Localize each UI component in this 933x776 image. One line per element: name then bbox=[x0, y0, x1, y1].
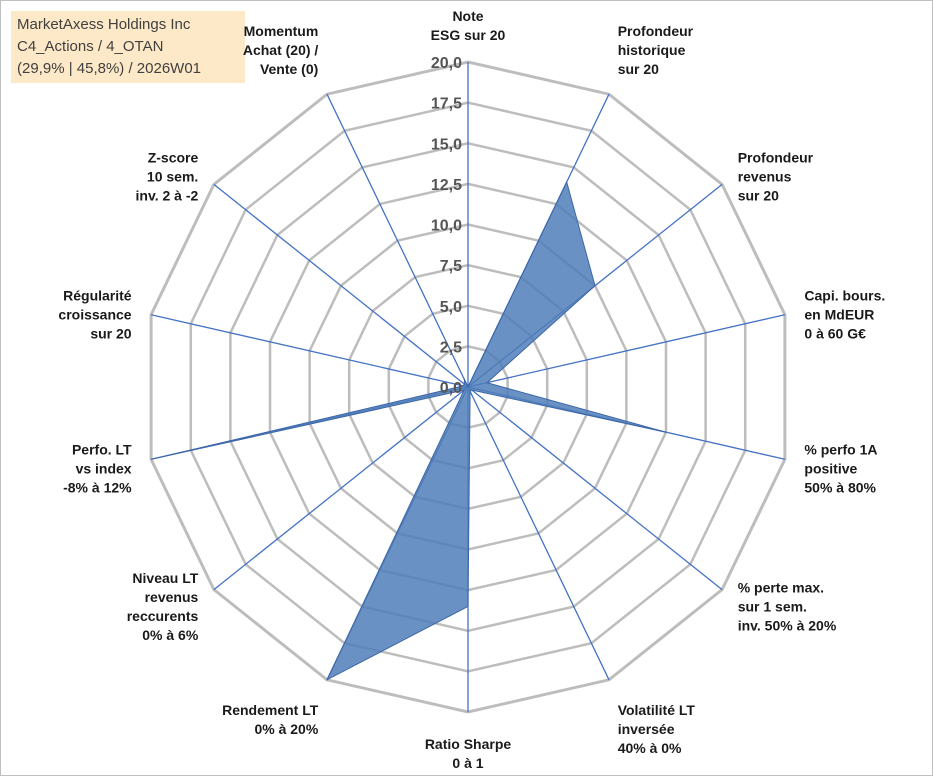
axis-label-line: 0% à 20% bbox=[254, 721, 318, 737]
axis-label-line: inversée bbox=[618, 721, 675, 737]
axis-label-line: Rendement LT bbox=[222, 702, 319, 718]
axis-label-line: 50% à 80% bbox=[804, 479, 876, 495]
spoke-13 bbox=[326, 93, 469, 388]
spoke-3 bbox=[467, 314, 786, 388]
axis-label-line: revenus bbox=[145, 589, 199, 605]
axis-label-line: Vente (0) bbox=[260, 61, 318, 77]
axis-label-line: 10 sem. bbox=[147, 168, 198, 184]
chart-title-box: MarketAxess Holdings Inc C4_Actions / 4_… bbox=[11, 11, 245, 83]
axis-label-line: 0% à 6% bbox=[142, 627, 199, 643]
axis-label-line: Capi. bours. bbox=[804, 288, 885, 304]
spoke-9 bbox=[213, 386, 469, 591]
axis-label-line: ESG sur 20 bbox=[431, 27, 506, 43]
company-name: MarketAxess Holdings Inc bbox=[17, 16, 191, 33]
axis-label-line: Note bbox=[452, 8, 483, 24]
axis-label-7: Ratio Sharpe 0 à 1 bbox=[425, 736, 512, 771]
axis-label-line: 40% à 0% bbox=[618, 740, 682, 756]
axis-label-0: Note ESG sur 20 bbox=[431, 8, 506, 43]
axis-label-line: Achat (20) / bbox=[243, 42, 319, 58]
spoke-11 bbox=[150, 314, 469, 388]
axis-label-line: vs index bbox=[76, 460, 132, 476]
axis-label-line: reccurents bbox=[127, 608, 199, 624]
axis-label-line: % perte max. bbox=[738, 580, 824, 596]
axis-label-line: Perfo. LT bbox=[72, 441, 132, 457]
axis-label-line: Régularité bbox=[63, 288, 132, 304]
axis-label-line: Profondeur bbox=[738, 149, 814, 165]
axis-label-3: Capi. bours. en MdEUR 0 à 60 G€ bbox=[804, 288, 885, 342]
tick-label-3: 7,5 bbox=[440, 258, 462, 275]
axis-label-line: inv. 2 à -2 bbox=[136, 187, 199, 203]
axis-label-line: croissance bbox=[58, 307, 131, 323]
axis-label-line: 0 à 60 G€ bbox=[804, 326, 866, 342]
axis-label-line: 0 à 1 bbox=[452, 755, 483, 771]
axis-label-line: historique bbox=[618, 42, 686, 58]
series-area-0 bbox=[150, 180, 667, 681]
tick-label-0: 0,0 bbox=[440, 380, 462, 397]
tick-label-6: 15,0 bbox=[431, 136, 462, 153]
spoke-5 bbox=[467, 386, 723, 591]
tick-label-8: 20,0 bbox=[431, 55, 462, 72]
axis-label-2: Profondeur revenus sur 20 bbox=[738, 149, 814, 203]
axis-label-line: Ratio Sharpe bbox=[425, 736, 512, 752]
axis-label-line: -8% à 12% bbox=[63, 479, 132, 495]
axis-label-11: Régularité croissance sur 20 bbox=[58, 288, 131, 342]
axis-label-line: Profondeur bbox=[618, 23, 694, 39]
axis-label-4: % perfo 1A positive 50% à 80% bbox=[804, 441, 877, 495]
tick-label-4: 10,0 bbox=[431, 218, 462, 235]
axis-label-line: sur 20 bbox=[90, 326, 131, 342]
tick-label-1: 2,5 bbox=[440, 339, 462, 356]
axis-label-line: sur 20 bbox=[738, 187, 779, 203]
axis-label-line: inv. 50% à 20% bbox=[738, 618, 837, 634]
axis-label-line: Z-score bbox=[148, 149, 199, 165]
axis-label-line: sur 20 bbox=[618, 61, 659, 77]
radar-series bbox=[150, 180, 667, 681]
axis-label-5: % perte max. sur 1 sem. inv. 50% à 20% bbox=[738, 580, 837, 634]
axis-label-10: Perfo. LT vs index -8% à 12% bbox=[63, 441, 132, 495]
axis-label-line: % perfo 1A bbox=[804, 441, 877, 457]
tick-label-7: 17,5 bbox=[431, 96, 462, 113]
axis-label-line: positive bbox=[804, 460, 857, 476]
axis-label-line: revenus bbox=[738, 168, 792, 184]
axis-label-1: Profondeur historique sur 20 bbox=[618, 23, 694, 77]
axis-label-line: sur 1 sem. bbox=[738, 599, 807, 615]
radial-tick-labels: 0,0 2,5 5,0 7,5 10,0 12,5 15,0 17,5 20,0 bbox=[431, 55, 462, 397]
axis-label-8: Rendement LT 0% à 20% bbox=[222, 702, 319, 737]
axis-label-13: Momentum Achat (20) / Vente (0) bbox=[243, 23, 319, 77]
score-period-label: (29,9% | 45,8%) / 2026W01 bbox=[17, 60, 201, 77]
axis-label-line: Momentum bbox=[244, 23, 319, 39]
tick-label-5: 12,5 bbox=[431, 177, 462, 194]
spoke-6 bbox=[467, 386, 610, 681]
axis-label-line: Niveau LT bbox=[132, 570, 198, 586]
axis-label-6: Volatilité LT inversée 40% à 0% bbox=[618, 702, 696, 756]
axis-labels: Note ESG sur 20 Profondeur historique sur 20… bbox=[58, 8, 885, 771]
axis-label-line: en MdEUR bbox=[804, 307, 874, 323]
axis-label-12: Z-score 10 sem. inv. 2 à -2 bbox=[136, 149, 199, 203]
spoke-12 bbox=[213, 183, 469, 388]
tick-label-2: 5,0 bbox=[440, 299, 462, 316]
axis-label-9: Niveau LT revenus reccurents 0% à 6% bbox=[127, 570, 199, 643]
axis-label-line: Volatilité LT bbox=[618, 702, 696, 718]
portfolio-label: C4_Actions / 4_OTAN bbox=[17, 38, 164, 55]
